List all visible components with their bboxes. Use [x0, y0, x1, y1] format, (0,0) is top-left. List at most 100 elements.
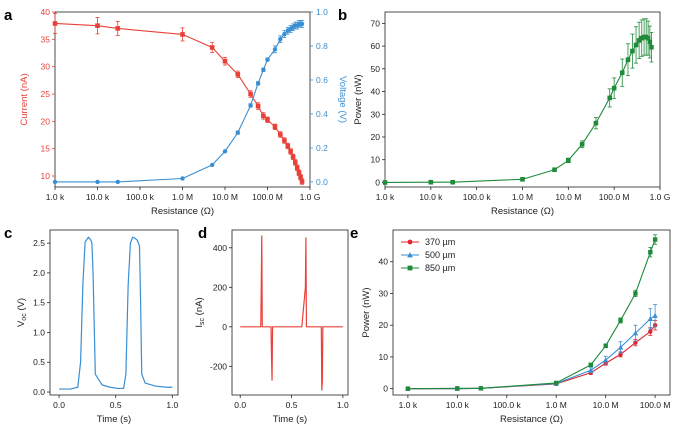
series-line: [407, 324, 656, 390]
data-point: [647, 316, 654, 322]
x-tick-label: 10.0 M: [555, 192, 581, 202]
data-point: [588, 367, 594, 373]
y-tick-label: 70: [371, 18, 381, 28]
x-tick-label: 1.0 k: [46, 192, 65, 202]
x-tick-label: 0.5: [286, 400, 298, 410]
y2-tick-label: 0.6: [316, 75, 328, 85]
plot-frame: [49, 229, 179, 396]
chart-panel-b: 1.0 k 10.0 k 100.0 k 1.0 M 10.0 M 100.0 M 1.0 …: [353, 11, 670, 217]
data-point: [282, 138, 287, 143]
data-point: [633, 340, 638, 345]
legend-marker: [407, 252, 413, 258]
x-tick-label: 100.0 k: [126, 192, 155, 202]
legend: 370 µm 500 µm 850 µm: [401, 237, 455, 273]
y-tick-label: 400: [213, 243, 227, 253]
y-tick-label: 50: [371, 64, 381, 74]
data-point: [633, 42, 639, 48]
data-point: [272, 124, 278, 130]
y-tick-label: 0: [222, 322, 227, 332]
data-point: [405, 386, 411, 391]
y2-axis-label: Voltage (V): [337, 76, 348, 123]
data-point: [632, 330, 639, 336]
y-tick-label: 0: [375, 177, 380, 187]
data-point: [95, 179, 100, 185]
data-point: [588, 362, 593, 368]
x-tick-label: 100.0 k: [493, 400, 522, 410]
y-axis-label: Current (nA): [19, 73, 30, 125]
x-tick-label: 1.0 M: [512, 192, 533, 202]
data-point: [278, 36, 283, 42]
legend-marker: [407, 265, 413, 271]
y-tick-label: 1.5: [33, 298, 45, 308]
x-tick-label: 1.0 k: [399, 400, 418, 410]
y-tick-label: 0.0: [33, 387, 45, 397]
x-tick-label: 0.5: [110, 400, 122, 410]
data-point: [566, 158, 571, 163]
y-tick-label: 20: [371, 132, 381, 142]
data-point: [180, 32, 185, 37]
x-axis-label: Time (s): [97, 414, 131, 425]
y-tick-label: 10: [371, 155, 381, 165]
y2-tick-label: 0.0: [316, 177, 328, 187]
y2-tick-label: 0.2: [316, 143, 328, 153]
x-tick-label: 100.0 M: [599, 192, 630, 202]
panel-label-e: e: [350, 225, 358, 242]
data-point: [617, 344, 624, 350]
legend-label: 850 µm: [425, 263, 455, 273]
x-tick-label: 100.0 M: [252, 192, 283, 202]
x-tick-label: 1.0 M: [546, 400, 567, 410]
chart-panel-a: 1.0 k 10.0 k 100.0 k 1.0 M 10.0 M 100.0 M 1.0 …: [19, 7, 348, 217]
y-axis-label: Voc (V): [16, 298, 28, 327]
y-tick-label: 0.5: [33, 357, 45, 367]
y-tick-label: 40: [41, 7, 51, 17]
x-tick-label: 10.0 M: [593, 400, 619, 410]
y-tick-label: 10: [379, 352, 389, 362]
data-point: [209, 45, 215, 50]
data-point: [265, 117, 270, 123]
data-point: [648, 250, 653, 255]
data-point: [625, 57, 631, 63]
y-tick-label: 35: [41, 34, 51, 44]
data-point: [210, 162, 215, 168]
y-tick-label: 2.5: [33, 238, 45, 248]
x-axis-label: Resistance (Ω): [151, 206, 214, 217]
data-point: [428, 179, 434, 185]
x-tick-label: 10.0 k: [419, 192, 443, 202]
data-point: [248, 103, 253, 108]
data-point: [299, 21, 305, 27]
x-tick-label: 100.0 k: [463, 192, 492, 202]
data-point: [607, 95, 613, 101]
data-point: [222, 149, 228, 154]
series-line: [55, 23, 303, 183]
data-point: [265, 57, 270, 62]
data-point: [52, 179, 58, 185]
data-point: [639, 35, 645, 41]
x-tick-label: 0.0: [234, 400, 246, 410]
y2-tick-label: 0.4: [316, 109, 328, 119]
data-point: [290, 154, 296, 160]
data-point: [649, 44, 654, 50]
chart-panel-c: 0.0 0.5 1.0 0.0 0.5 1.0 1.5 2.0 2.5 Time (s) Voc (…: [16, 229, 179, 425]
data-point: [292, 160, 298, 165]
x-axis-label: Resistance (Ω): [500, 414, 563, 425]
data-point: [647, 39, 653, 45]
x-tick-label: 0.0: [53, 400, 65, 410]
data-point: [255, 81, 261, 86]
y-tick-label: 30: [41, 62, 51, 72]
x-axis-label: Time (s): [273, 414, 307, 425]
series-line: [407, 239, 656, 390]
legend-label: 500 µm: [425, 250, 455, 260]
data-point: [261, 113, 266, 119]
data-point: [478, 386, 484, 391]
legend-marker: [407, 239, 413, 245]
data-point: [455, 386, 460, 391]
data-point: [579, 141, 585, 147]
x-axis-label: Resistance (Ω): [491, 206, 554, 217]
data-point: [52, 21, 58, 26]
y2-tick-label: 1.0: [316, 7, 328, 17]
y-tick-label: 20: [41, 116, 51, 126]
y2-tick-label: 0.8: [316, 41, 328, 51]
data-point: [235, 72, 241, 77]
x-tick-label: 1.0: [166, 400, 178, 410]
